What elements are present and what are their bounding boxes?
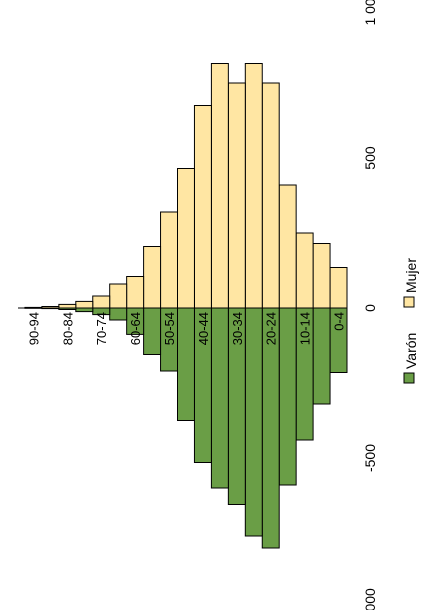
value-tick-label: -1 000 — [362, 588, 378, 610]
category-label-0-4: 0-4 — [332, 312, 347, 331]
value-tick-label: 0 — [362, 304, 378, 312]
bar-mujer-85-89 — [42, 307, 59, 309]
category-label-80-84: 80-84 — [60, 312, 75, 345]
bars-layer — [18, 64, 347, 549]
legend-mujer-swatch — [404, 297, 414, 307]
legend-varon-label: Varón — [403, 333, 419, 369]
category-label-70-74: 70-74 — [94, 312, 109, 345]
bar-mujer-10-14 — [296, 233, 313, 308]
bar-mujer-35-39 — [211, 64, 228, 309]
bar-varon-35-39 — [211, 308, 228, 488]
bar-mujer-20-24 — [262, 83, 279, 308]
category-label-20-24: 20-24 — [264, 312, 279, 345]
bar-mujer-40-44 — [194, 106, 211, 309]
category-label-60-64: 60-64 — [128, 312, 143, 345]
bar-mujer-0-4 — [330, 268, 347, 309]
category-label-50-54: 50-54 — [162, 312, 177, 345]
bar-mujer-80-84 — [59, 304, 76, 308]
category-label-30-34: 30-34 — [230, 312, 245, 345]
bar-mujer-25-29 — [245, 64, 262, 309]
bar-varon-5-9 — [313, 308, 330, 404]
value-tick-label: 1 000 — [362, 0, 378, 26]
legend-varon-swatch — [404, 373, 414, 383]
bar-mujer-55-59 — [144, 247, 161, 309]
bar-varon-75-79 — [76, 308, 93, 312]
bar-mujer-75-79 — [76, 301, 93, 308]
bar-varon-65-69 — [110, 308, 127, 320]
bar-mujer-5-9 — [313, 244, 330, 309]
bar-mujer-45-49 — [178, 169, 195, 309]
bar-mujer-50-54 — [161, 212, 178, 308]
value-tick-label: -500 — [362, 444, 378, 472]
bar-mujer-15-19 — [279, 185, 296, 308]
bar-mujer-65-69 — [110, 284, 127, 308]
category-label-90-94: 90-94 — [26, 312, 41, 345]
legend: Varón Mujer — [403, 258, 419, 383]
bar-mujer-60-64 — [127, 277, 144, 309]
bar-varon-45-49 — [178, 308, 195, 421]
bar-mujer-30-34 — [228, 83, 245, 308]
value-axis-ticks-layer: -1 000 -500 0 500 1 000 — [362, 0, 378, 610]
bar-varon-25-29 — [245, 308, 262, 536]
bar-mujer-70-74 — [93, 296, 110, 308]
value-tick-label: 500 — [362, 146, 378, 170]
bar-varon-15-19 — [279, 308, 296, 485]
legend-mujer-label: Mujer — [403, 258, 419, 293]
category-label-40-44: 40-44 — [196, 312, 211, 345]
category-label-10-14: 10-14 — [298, 312, 313, 345]
bar-varon-55-59 — [144, 308, 161, 355]
